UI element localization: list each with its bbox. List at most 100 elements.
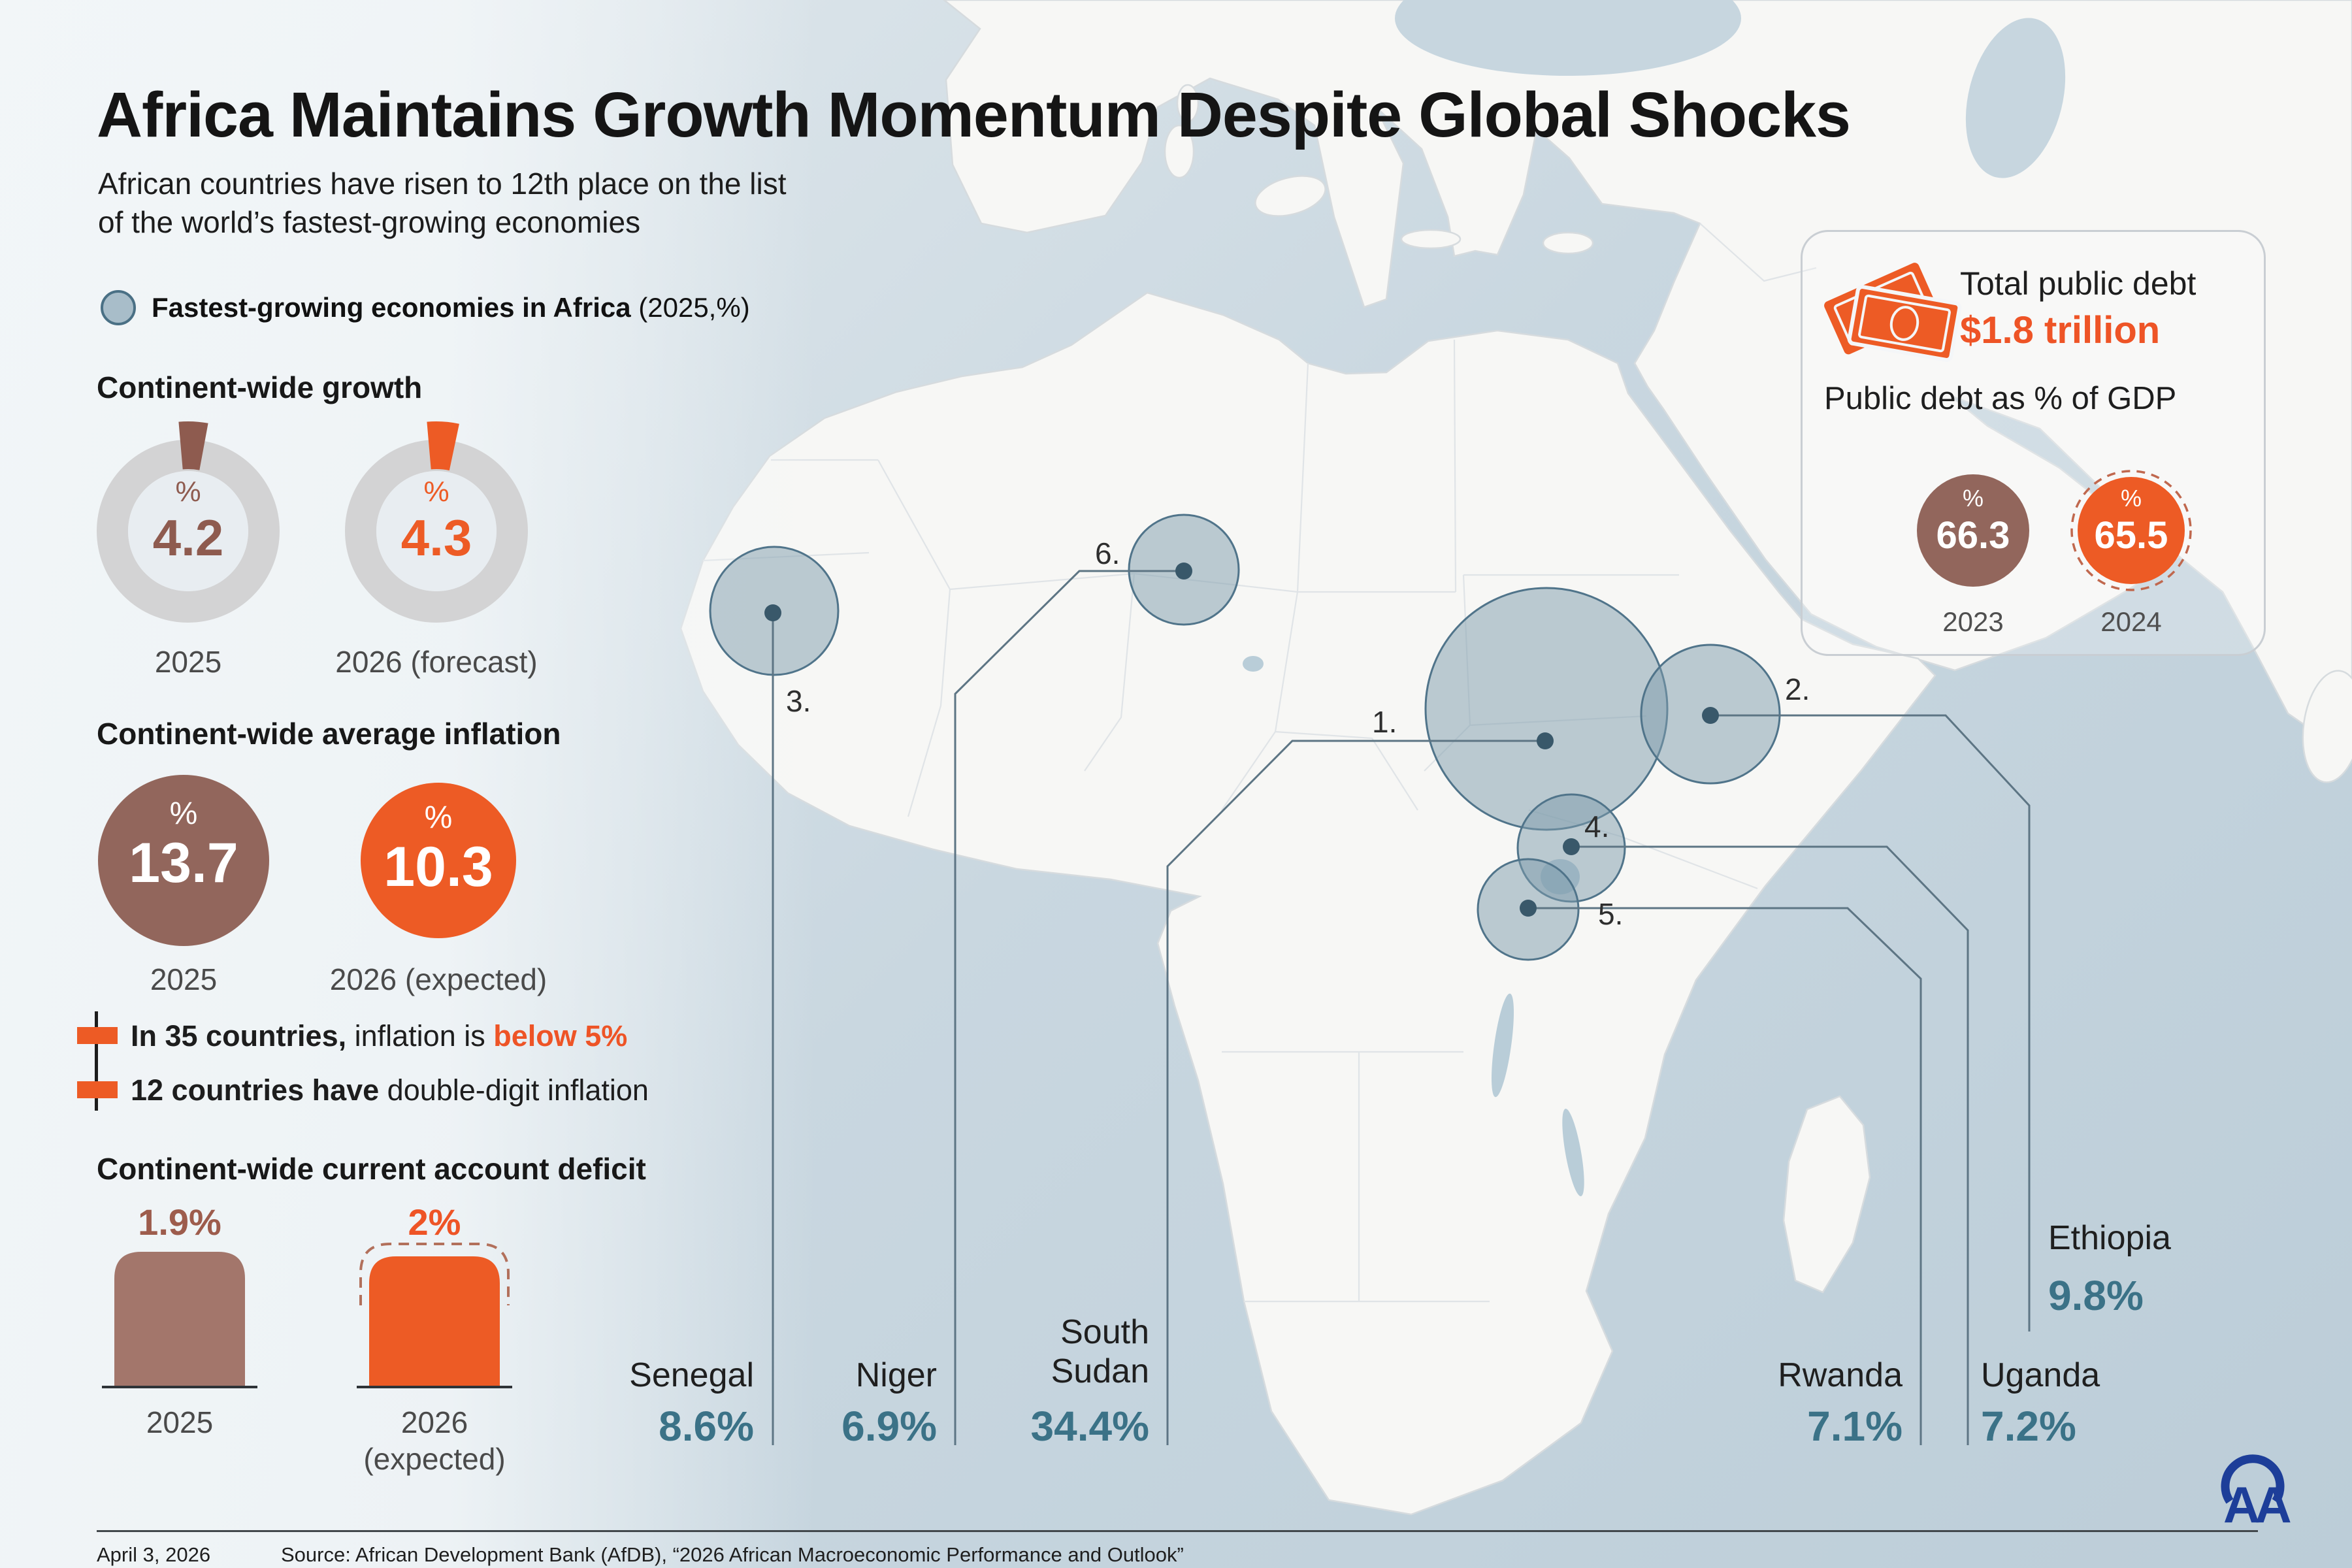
label-south-sudan-name: South Sudan	[1051, 1313, 1149, 1390]
lake-chad	[1243, 656, 1264, 672]
leader-ethiopia	[1710, 714, 2031, 1331]
leader-uganda	[1571, 845, 1969, 1445]
banknotes-icon	[1824, 263, 1962, 362]
label-niger-name: Niger	[855, 1356, 937, 1394]
debt-2023-percent-sign: %	[1962, 485, 1984, 512]
rank-2-ethiopia: 2.	[1785, 672, 1810, 706]
inflation-note-markers	[77, 1011, 118, 1111]
debt-circles	[1917, 470, 2192, 591]
debt-2024-year: 2024	[2100, 606, 2162, 637]
growth-2026-year: 2026 (forecast)	[335, 645, 538, 679]
leader-rwanda	[1528, 907, 1922, 1445]
label-rwanda-value: 7.1%	[1807, 1403, 1903, 1450]
deficit-2025-year: 2025	[146, 1405, 214, 1439]
label-niger-value: 6.9%	[841, 1403, 937, 1450]
lake-malawi	[1562, 1109, 1584, 1196]
inflation-2025-percent-sign: %	[169, 796, 198, 831]
debt-2024-percent-sign: %	[2120, 485, 2142, 512]
debt-2024-value: 65.5	[2094, 514, 2168, 557]
label-uganda-name: Uganda	[1981, 1356, 2100, 1394]
debt-amount: $1.8 trillion	[1960, 309, 2161, 351]
dot-senegal	[764, 604, 781, 621]
inflation-2026-value: 10.3	[384, 836, 493, 898]
dot-ethiopia	[1702, 707, 1719, 724]
inflation-2026-percent-sign: %	[424, 800, 453, 835]
dot-rwanda	[1520, 900, 1537, 917]
label-senegal-value: 8.6%	[659, 1403, 754, 1450]
rank-4-uganda: 4.	[1584, 809, 1610, 843]
cyprus-island	[1542, 231, 1594, 255]
deficit-2026-note: (expected)	[363, 1442, 506, 1476]
sicily-island	[1254, 175, 1326, 217]
leader-lines	[772, 570, 2031, 1445]
debt-subheading: Public debt as % of GDP	[1824, 381, 2177, 416]
deficit-2026-value: 2%	[408, 1201, 461, 1243]
footer-divider	[97, 1530, 2258, 1532]
note-tick-1	[77, 1027, 118, 1044]
donut-inner-2025	[128, 471, 248, 591]
donut-inner-2026	[376, 471, 497, 591]
inflation-2025-year: 2025	[150, 962, 218, 996]
legend: Fastest-growing economies in Africa (202…	[101, 290, 750, 325]
leader-south-sudan	[1166, 740, 1545, 1445]
growth-2025-percent-sign: %	[175, 476, 201, 508]
footer-date: April 3, 2026	[97, 1543, 211, 1566]
aa-agency-logo: AA	[2221, 1454, 2296, 1533]
bubble-dots	[764, 563, 1719, 917]
inflation-note-1: In 35 countries, inflation is below 5%	[131, 1019, 628, 1053]
deficit-2025-value: 1.9%	[138, 1201, 221, 1243]
growth-2025-year: 2025	[154, 645, 222, 679]
deficit-bars	[102, 1243, 512, 1388]
deficit-2026-year: 2026	[400, 1405, 468, 1439]
inflation-2025-value: 13.7	[129, 832, 238, 894]
label-ethiopia-value: 9.8%	[2048, 1272, 2144, 1319]
debt-2023-year: 2023	[1942, 606, 2004, 637]
rank-1-south-sudan: 1.	[1372, 705, 1397, 739]
inflation-note-2: 12 countries have double-digit inflation	[131, 1073, 649, 1107]
footer-source: Source: African Development Bank (AfDB),…	[281, 1543, 1184, 1566]
sardinia-island	[1164, 124, 1195, 179]
inland-seas	[1395, 0, 2066, 178]
note-tick-2	[77, 1081, 118, 1098]
rank-3-senegal: 3.	[786, 684, 811, 718]
bar-2025	[114, 1252, 245, 1386]
growth-donut-2026	[345, 421, 528, 623]
corsica-island	[1176, 84, 1200, 123]
rank-6-niger: 6.	[1095, 536, 1120, 570]
bar-2026	[369, 1256, 500, 1386]
legend-label: Fastest-growing economies in Africa (202…	[152, 292, 750, 323]
debt-circle-2023	[1917, 474, 2029, 587]
label-south-sudan-value: 34.4%	[1030, 1403, 1149, 1450]
page-title: Africa Maintains Growth Momentum Despite…	[97, 79, 1851, 150]
subtitle-line-1: African countries have risen to 12th pla…	[98, 167, 787, 201]
growth-2026-value: 4.3	[400, 509, 472, 566]
label-ethiopia-name: Ethiopia	[2048, 1219, 2171, 1257]
growth-donut-2025	[97, 421, 280, 623]
inflation-circle-2026	[361, 783, 516, 938]
debt-circle-2024	[2078, 477, 2185, 584]
bar-2026-dashed-cap	[359, 1243, 510, 1305]
crete-island	[1400, 229, 1462, 250]
growth-2025-value: 4.2	[152, 509, 224, 566]
note-axis-line	[95, 1011, 98, 1111]
growth-2026-percent-sign: %	[423, 476, 449, 508]
rank-5-rwanda: 5.	[1598, 897, 1624, 931]
debt-circle-2024-dashed-ring	[2070, 470, 2192, 591]
debt-2023-value: 66.3	[1936, 514, 2010, 557]
donut-wedge-2026	[427, 421, 459, 471]
aa-logo-text: AA	[2223, 1476, 2291, 1533]
bubble-south-sudan	[1424, 587, 1669, 831]
lake-tanganyika	[1491, 993, 1514, 1098]
label-rwanda-name: Rwanda	[1778, 1356, 1903, 1394]
madagascar-island	[1782, 1095, 1871, 1294]
growth-heading: Continent-wide growth	[97, 370, 423, 404]
caspian-sea	[1965, 18, 2066, 178]
inflation-circle-2025	[98, 775, 269, 946]
black-sea	[1395, 0, 1741, 76]
inflation-2026-year: 2026 (expected)	[329, 962, 547, 996]
deficit-heading: Continent-wide current account deficit	[97, 1152, 646, 1186]
donut-wedge-2025	[178, 421, 208, 470]
debt-title: Total public debt	[1960, 265, 2197, 302]
